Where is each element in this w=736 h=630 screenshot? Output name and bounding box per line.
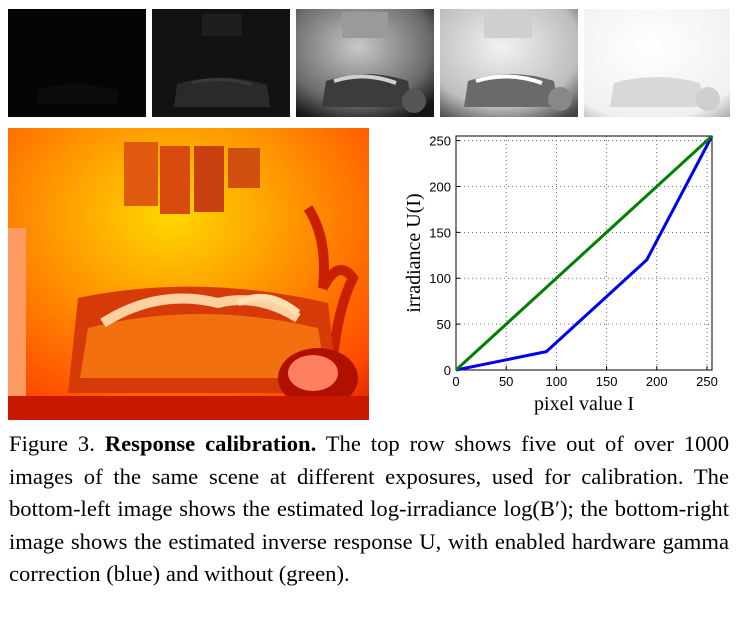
x-tick-label: 0 (452, 374, 459, 389)
y-tick-label: 250 (429, 134, 451, 149)
x-tick-label: 200 (646, 374, 668, 389)
caption-label: Figure 3. (9, 431, 95, 456)
series-line-1 (455, 135, 714, 372)
caption-title: Response calibration. (104, 431, 317, 456)
chart-svg: 0 50 100 150 200 250 0 50 100 150 200 250 pixel valu… (403, 134, 718, 415)
x-tick-label: 150 (596, 374, 618, 389)
x-tick-label: 50 (499, 374, 513, 389)
x-axis-label: pixel value I (534, 393, 634, 415)
inverse-response-chart: 0 50 100 150 200 250 0 50 100 150 200 250 pixel valu… (390, 126, 730, 424)
exposure-image-2 (152, 9, 290, 117)
exposure-image-1 (8, 9, 146, 117)
y-tick-label: 50 (437, 317, 451, 332)
log-irradiance-image (8, 128, 369, 420)
exposure-image-3 (296, 9, 434, 117)
caption-text: The top row shows five out of over 1000 … (9, 431, 729, 586)
exposure-image-4 (440, 9, 578, 117)
exposure-image-5 (584, 9, 730, 117)
plot-frame (455, 135, 713, 371)
x-tick-label: 250 (696, 374, 718, 389)
y-tick-label: 200 (429, 179, 451, 194)
series-line-2 (454, 134, 714, 372)
figure-caption: Figure 3. Response calibration. The top … (9, 428, 729, 591)
y-tick-label: 0 (444, 363, 451, 378)
y-tick-label: 100 (429, 271, 451, 286)
x-tick-label: 100 (546, 374, 568, 389)
y-axis-label: irradiance U(I) (403, 193, 425, 312)
y-tick-label: 150 (429, 225, 451, 240)
